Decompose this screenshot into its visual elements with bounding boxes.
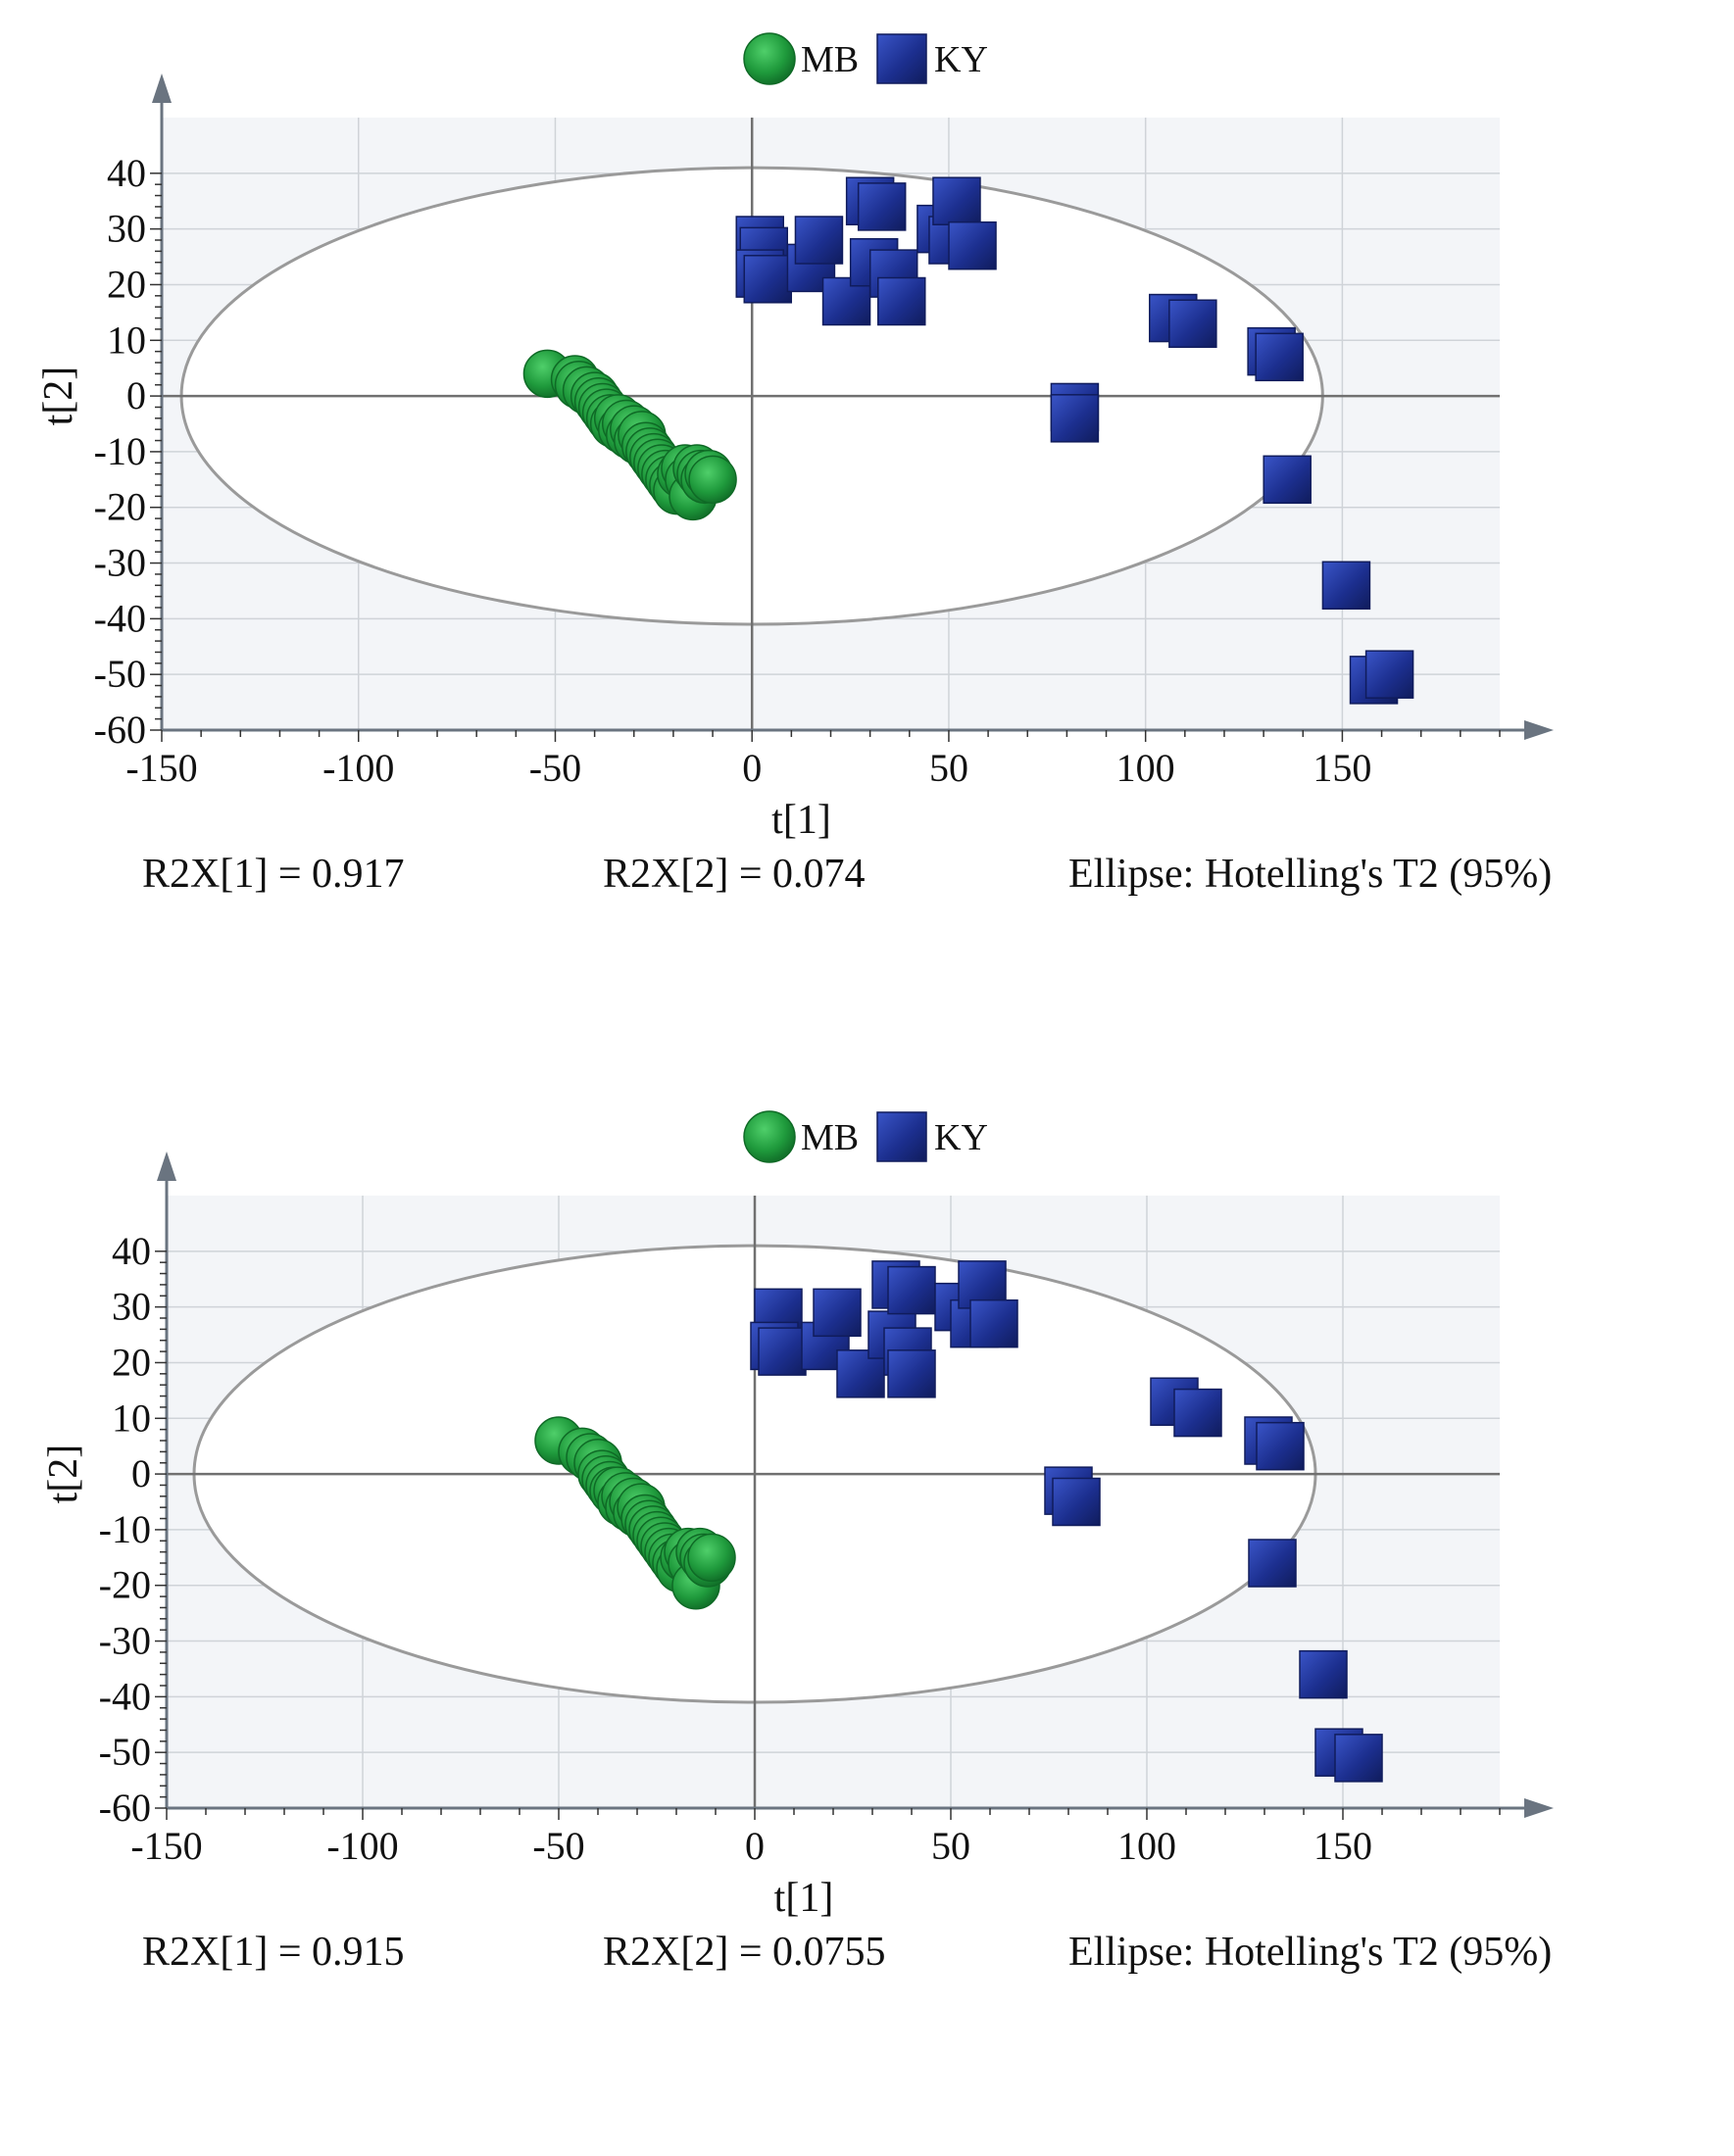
y-tick-label: -10 <box>94 429 146 473</box>
x-tick-label: -150 <box>130 1824 202 1868</box>
legend-mb-label: MB <box>801 39 859 80</box>
y-tick-label: -60 <box>99 1786 151 1830</box>
ky-point <box>1173 1388 1222 1438</box>
ky-point <box>887 1265 936 1315</box>
mb-point <box>687 1533 736 1583</box>
x-tick-label: 0 <box>745 1824 765 1868</box>
x-axis-arrow-icon <box>1524 1798 1554 1818</box>
ellipse-caption: Ellipse: Hotelling's T2 (95%) <box>1068 1930 1552 1975</box>
x-tick-label: 50 <box>931 1824 970 1868</box>
x-tick-label: 50 <box>929 746 968 790</box>
x-tick-label: 0 <box>742 746 762 790</box>
ky-point <box>948 220 997 270</box>
ky-point <box>1052 1477 1101 1527</box>
score-plot-bottom: 40 30 20 10 0 -10 -20 -30 -40 -50 -60 -150 -100 -50 0 5… <box>0 1078 1734 2156</box>
ky-point <box>1321 561 1371 611</box>
ky-point <box>1299 1649 1348 1699</box>
y-tick-label: -10 <box>99 1507 151 1551</box>
y-tick-label: 30 <box>107 207 146 251</box>
x-tick-label: 100 <box>1117 1824 1176 1868</box>
x-axis-arrow-icon <box>1524 720 1554 740</box>
y-tick-label: 40 <box>107 151 146 195</box>
x-tick-label: -50 <box>529 746 581 790</box>
ky-point <box>1256 1421 1305 1471</box>
ky-point <box>1364 650 1414 699</box>
r2x1-label: R2X[1] = 0.917 <box>142 852 405 897</box>
y-tick-label: -30 <box>99 1619 151 1663</box>
y-tick-label: 40 <box>112 1229 151 1273</box>
y-tick-label: 20 <box>112 1340 151 1384</box>
x-tick-label: 150 <box>1313 1824 1372 1868</box>
y-tick-label: 10 <box>112 1396 151 1440</box>
y-axis-arrow-icon <box>152 74 172 103</box>
ky-point <box>813 1288 862 1338</box>
y-tick-label: -20 <box>99 1563 151 1607</box>
y-tick-label: -50 <box>99 1730 151 1774</box>
legend-mb-marker <box>743 1110 796 1163</box>
y-tick-label: -40 <box>99 1674 151 1718</box>
ky-point <box>758 1327 807 1376</box>
ky-point <box>794 216 844 265</box>
y-tick-label: 30 <box>112 1285 151 1329</box>
mb-point <box>688 455 737 505</box>
y-tick-label: 0 <box>126 373 146 417</box>
ky-point <box>857 182 907 231</box>
legend-ky-marker <box>876 33 927 84</box>
x-tick-label: 100 <box>1116 746 1175 790</box>
ky-point <box>743 255 793 304</box>
ky-point <box>1168 299 1217 348</box>
x-axis-title: t[1] <box>771 798 831 843</box>
r2x2-label: R2X[2] = 0.074 <box>603 852 866 897</box>
x-tick-label: 150 <box>1313 746 1371 790</box>
y-tick-label: -50 <box>94 652 146 696</box>
ellipse-caption: Ellipse: Hotelling's T2 (95%) <box>1068 852 1552 897</box>
y-tick-label: 20 <box>107 262 146 306</box>
ky-point <box>1050 394 1100 443</box>
x-tick-label: -100 <box>326 1824 398 1868</box>
ky-point <box>887 1349 936 1398</box>
r2x2-label: R2X[2] = 0.0755 <box>603 1930 886 1975</box>
ky-point <box>1255 332 1304 382</box>
y-tick-label: -30 <box>94 541 146 585</box>
x-tick-label: -50 <box>532 1824 584 1868</box>
y-tick-label: -20 <box>94 485 146 529</box>
x-axis-title: t[1] <box>774 1876 834 1921</box>
legend-mb-label: MB <box>801 1117 859 1158</box>
score-plot-top: 40 30 20 10 0 -10 -20 -30 -40 -50 -60 -150 -100 -50 0 5… <box>36 32 1554 897</box>
x-tick-label: -100 <box>322 746 394 790</box>
y-axis-arrow-icon <box>157 1152 176 1181</box>
ky-point <box>1334 1734 1383 1783</box>
y-tick-label: -40 <box>94 596 146 640</box>
legend-ky-marker <box>876 1111 927 1162</box>
r2x1-label: R2X[1] = 0.915 <box>142 1930 405 1975</box>
y-tick-label: 0 <box>131 1451 151 1495</box>
legend-ky-label: KY <box>934 1117 988 1158</box>
ky-point <box>877 276 926 326</box>
ky-point <box>1248 1539 1297 1588</box>
y-tick-label: -60 <box>94 708 146 752</box>
legend-ky-label: KY <box>934 39 988 80</box>
y-axis-title: t[2] <box>41 1445 86 1504</box>
x-tick-label: -150 <box>125 746 197 790</box>
ky-point <box>932 176 981 225</box>
ky-point <box>969 1298 1018 1348</box>
ky-point <box>1263 455 1312 505</box>
legend-mb-marker <box>743 32 796 85</box>
y-axis-title: t[2] <box>36 367 81 426</box>
y-tick-label: 10 <box>107 318 146 362</box>
